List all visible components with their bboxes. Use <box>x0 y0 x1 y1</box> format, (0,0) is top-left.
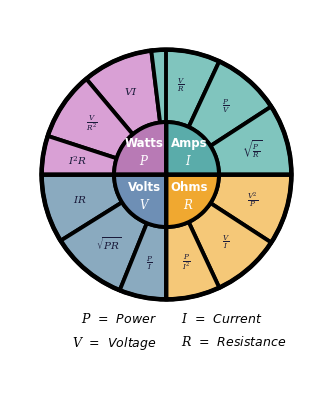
Wedge shape <box>166 122 219 174</box>
Text: Amps
$I$: Amps $I$ <box>170 137 207 168</box>
Text: $\sqrt{\frac{P}{R}}$: $\sqrt{\frac{P}{R}}$ <box>242 138 263 160</box>
Text: $\frac{V}{I}$: $\frac{V}{I}$ <box>222 234 229 251</box>
Text: $I$  =  Current
$R$  =  Resistance: $I$ = Current $R$ = Resistance <box>181 312 287 349</box>
Wedge shape <box>114 174 166 227</box>
Wedge shape <box>189 203 271 288</box>
Text: $P$  =  Power
$V$  =  Voltage: $P$ = Power $V$ = Voltage <box>72 312 157 352</box>
Wedge shape <box>42 174 122 241</box>
Wedge shape <box>48 79 133 158</box>
Text: $\frac{P}{V}$: $\frac{P}{V}$ <box>222 98 229 115</box>
Wedge shape <box>166 222 219 299</box>
Wedge shape <box>210 107 291 174</box>
Wedge shape <box>189 61 271 146</box>
Wedge shape <box>114 122 166 174</box>
Text: $\frac{V}{R^2}$: $\frac{V}{R^2}$ <box>86 115 98 133</box>
Text: Watts
$P$: Watts $P$ <box>125 137 164 168</box>
Wedge shape <box>86 51 160 134</box>
Wedge shape <box>61 202 147 290</box>
Text: $\sqrt{PR}$: $\sqrt{PR}$ <box>96 235 121 252</box>
Text: $\frac{P}{I}$: $\frac{P}{I}$ <box>146 254 153 272</box>
Text: $IR$: $IR$ <box>73 194 87 205</box>
Text: $VI$: $VI$ <box>124 87 138 97</box>
Wedge shape <box>120 223 166 299</box>
Text: Ohms
$R$: Ohms $R$ <box>170 182 207 212</box>
Text: $\frac{V}{R}$: $\frac{V}{R}$ <box>176 77 184 94</box>
Text: $\frac{V^2}{P}$: $\frac{V^2}{P}$ <box>247 191 258 210</box>
Text: $I^2 R$: $I^2 R$ <box>68 154 87 167</box>
Wedge shape <box>42 136 117 174</box>
Text: $\frac{P}{I^2}$: $\frac{P}{I^2}$ <box>181 253 190 272</box>
Wedge shape <box>210 174 291 243</box>
Wedge shape <box>151 49 219 127</box>
Wedge shape <box>166 174 219 227</box>
Text: Volts
$V$: Volts $V$ <box>128 182 161 212</box>
